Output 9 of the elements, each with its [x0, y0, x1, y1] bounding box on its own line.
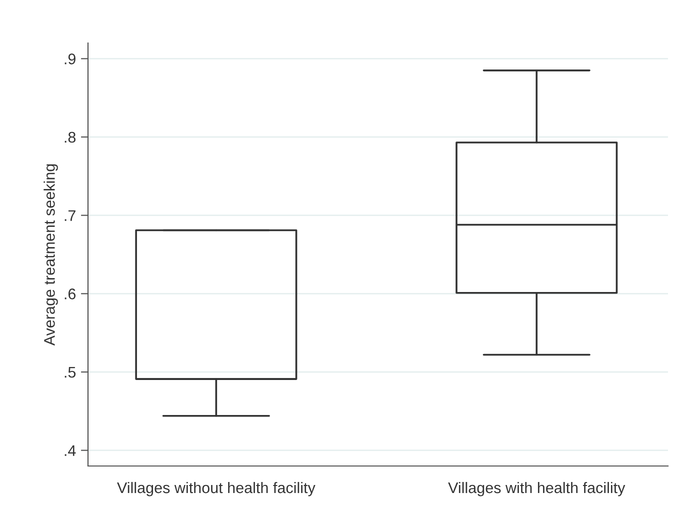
- y-tick-label: .9: [64, 54, 76, 64]
- y-axis-title: Average treatment seeking: [44, 164, 58, 346]
- y-tick-label: .6: [64, 288, 76, 300]
- y-tick-label: .5: [64, 367, 76, 378]
- y-tick-label: .7: [64, 210, 76, 221]
- y-tick-label: .8: [64, 132, 76, 143]
- y-tick-label: .4: [64, 445, 76, 456]
- x-tick-label: Villages without health facility: [117, 482, 316, 496]
- x-tick-label: Villages with health facility: [448, 482, 626, 496]
